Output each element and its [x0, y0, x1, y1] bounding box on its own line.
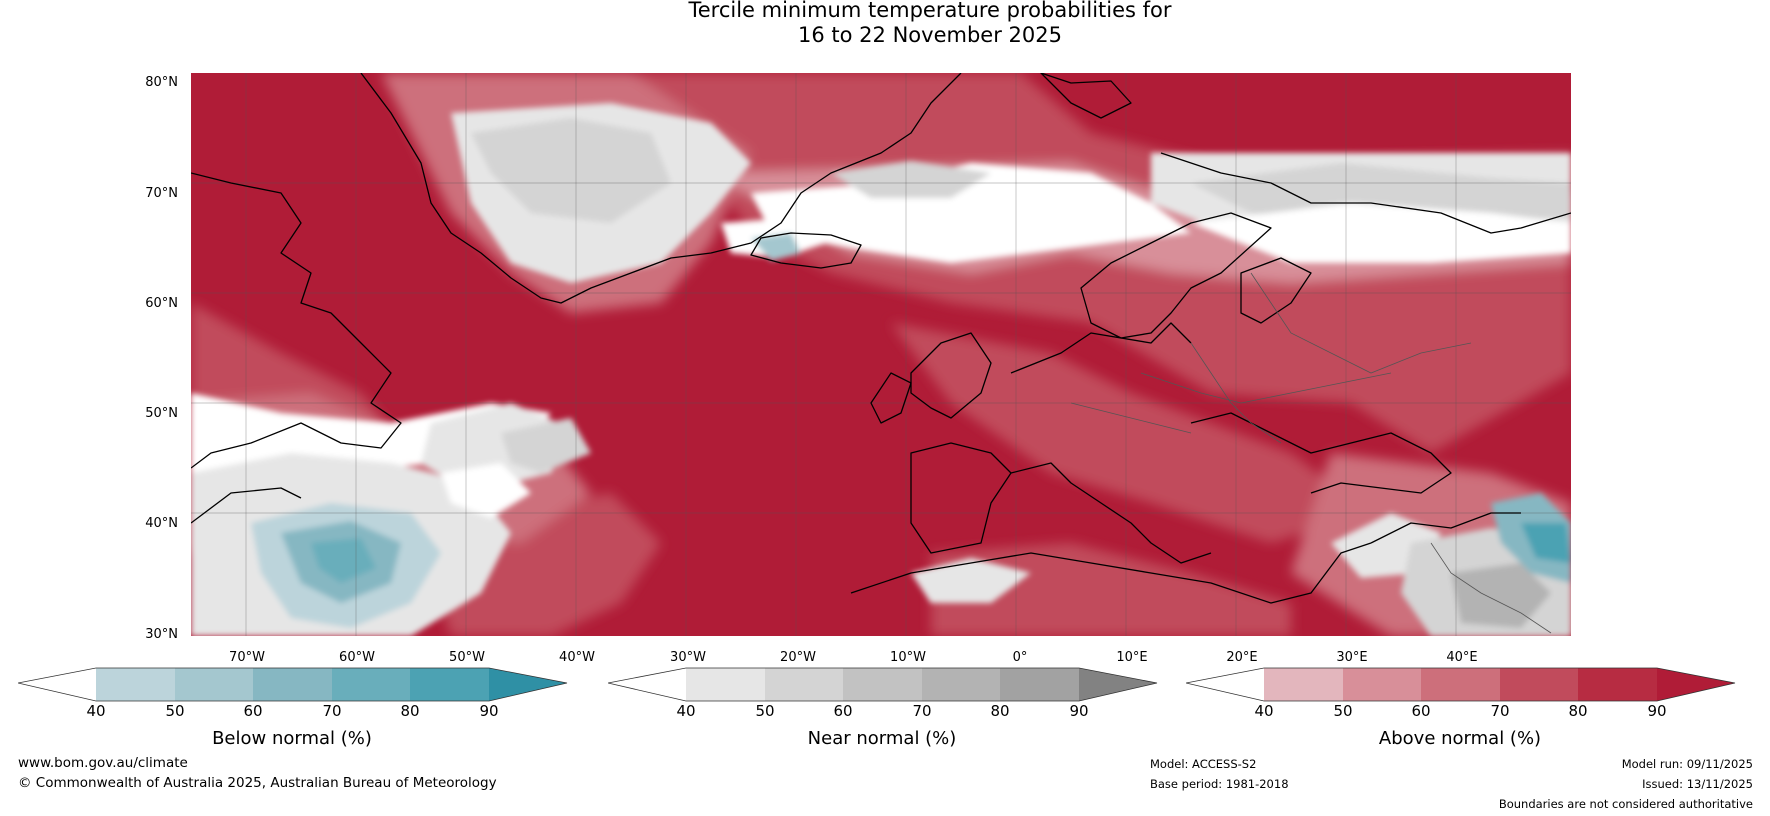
lat-label-70n: 70°N — [145, 186, 178, 201]
gulf-stream-near-normal-zone — [501, 418, 591, 473]
graticule — [191, 73, 1571, 636]
lat-label-40n: 40°N — [145, 516, 178, 531]
copyright-text: © Commonwealth of Australia 2025, Austra… — [18, 775, 497, 791]
below-normal-swatch-60-70 — [253, 668, 332, 701]
above-normal-swatch-50-60 — [1343, 668, 1421, 701]
below-normal-swatch-50-60 — [175, 668, 253, 701]
near-normal-swatch-40-50 — [686, 668, 765, 701]
near-normal-label: Near normal (%) — [807, 728, 957, 749]
title-line-1: Tercile minimum temperature probabilitie… — [688, 0, 1172, 22]
lon-label-10w: 10°W — [890, 650, 926, 665]
above-normal-tick-60: 60 — [1411, 702, 1431, 720]
bermuda-neutral-zone — [441, 463, 531, 518]
lat-label-50n: 50°N — [145, 406, 178, 421]
near-normal-swatch-over — [1079, 668, 1157, 701]
north-africa-above-70-zone — [931, 543, 1291, 636]
caspian-below-normal-90-zone — [1521, 523, 1571, 563]
below-normal-swatch-under — [18, 668, 96, 701]
lon-label-30w: 30°W — [670, 650, 706, 665]
title-line-2: 16 to 22 November 2025 — [798, 23, 1062, 47]
probability-map — [191, 73, 1571, 636]
above-normal-colorbar — [1186, 667, 1736, 702]
above-normal-colorbar-outline — [1186, 667, 1736, 702]
below-normal-colorbar — [18, 667, 568, 702]
lon-label-50w: 50°W — [449, 650, 485, 665]
near-normal-swatch-80-90 — [1000, 668, 1079, 701]
model-run-date: Model run: 09/11/2025 — [1621, 757, 1753, 771]
lon-label-20e: 20°E — [1226, 650, 1258, 665]
above-normal-label: Above normal (%) — [1378, 728, 1542, 749]
arabia-near-normal-80-zone — [1451, 563, 1551, 628]
lon-label-70w: 70°W — [229, 650, 265, 665]
near-normal-tick-70: 70 — [912, 702, 932, 720]
map-canvas — [191, 73, 1571, 636]
near-normal-swatch-60-70 — [843, 668, 922, 701]
below-normal-tick-50: 50 — [165, 702, 185, 720]
near-normal-tick-60: 60 — [833, 702, 853, 720]
lon-label-40e: 40°E — [1446, 650, 1478, 665]
lon-label-0: 0° — [1012, 650, 1028, 665]
lat-label-80n: 80°N — [145, 75, 178, 90]
issued-date: Issued: 13/11/2025 — [1642, 777, 1753, 791]
above-normal-tick-40: 40 — [1254, 702, 1274, 720]
disclaimer-text: Boundaries are not considered authoritat… — [1498, 797, 1753, 811]
lon-label-30e: 30°E — [1336, 650, 1368, 665]
near-normal-tick-50: 50 — [755, 702, 775, 720]
above-normal-tick-50: 50 — [1333, 702, 1353, 720]
above-normal-swatch-80-90 — [1578, 668, 1657, 701]
lat-label-60n: 60°N — [145, 296, 178, 311]
above-normal-swatch-40-50 — [1264, 668, 1343, 701]
lon-label-40w: 40°W — [559, 650, 595, 665]
lat-label-30n: 30°N — [145, 627, 178, 642]
website-link[interactable]: www.bom.gov.au/climate — [18, 755, 188, 771]
sahara-near-normal-zone — [911, 558, 1031, 603]
near-normal-tick-80: 80 — [990, 702, 1010, 720]
above-normal-swatch-70-80 — [1500, 668, 1578, 701]
below-normal-swatch-over — [489, 668, 567, 701]
below-normal-tick-60: 60 — [243, 702, 263, 720]
europe-above-70-zone — [891, 323, 1371, 543]
near-normal-swatch-under — [608, 668, 686, 701]
below-normal-80-zone — [311, 538, 376, 583]
below-normal-tick-40: 40 — [86, 702, 106, 720]
map-title: Tercile minimum temperature probabilitie… — [0, 0, 1770, 48]
barents-near-normal-60-zone — [1191, 163, 1571, 223]
scandinavia-neutral-zone — [1191, 203, 1571, 263]
above-normal-swatch-under — [1186, 668, 1264, 701]
above-normal-swatch-60-70 — [1421, 668, 1500, 701]
near-normal-colorbar — [608, 667, 1158, 702]
above-normal-tick-80: 80 — [1568, 702, 1588, 720]
iceland-below-normal-zone — [751, 233, 801, 261]
near-normal-swatch-50-60 — [765, 668, 843, 701]
country-borders — [1070, 272, 1552, 634]
below-normal-colorbar-outline — [18, 667, 568, 702]
above-normal-tick-90: 90 — [1647, 702, 1667, 720]
above-normal-swatch-over — [1657, 668, 1735, 701]
base-period-info: Base period: 1981-2018 — [1150, 777, 1289, 791]
below-normal-label: Below normal (%) — [212, 728, 372, 749]
above-normal-tick-70: 70 — [1490, 702, 1510, 720]
below-normal-swatch-40-50 — [96, 668, 175, 701]
model-info: Model: ACCESS-S2 — [1150, 757, 1257, 771]
lon-label-60w: 60°W — [339, 650, 375, 665]
below-normal-tick-80: 80 — [400, 702, 420, 720]
near-normal-tick-90: 90 — [1069, 702, 1089, 720]
below-normal-tick-70: 70 — [322, 702, 342, 720]
lon-label-20w: 20°W — [780, 650, 816, 665]
near-normal-tick-40: 40 — [676, 702, 696, 720]
below-normal-tick-90: 90 — [479, 702, 499, 720]
greenland-near-normal-60-zone — [471, 118, 671, 223]
lon-label-10e: 10°E — [1116, 650, 1148, 665]
below-normal-swatch-80-90 — [410, 668, 489, 701]
below-normal-swatch-70-80 — [332, 668, 410, 701]
norwegian-sea-near-normal-zone — [831, 161, 991, 198]
coastlines — [191, 73, 1571, 604]
near-normal-colorbar-outline — [608, 667, 1158, 702]
near-normal-swatch-70-80 — [922, 668, 1000, 701]
